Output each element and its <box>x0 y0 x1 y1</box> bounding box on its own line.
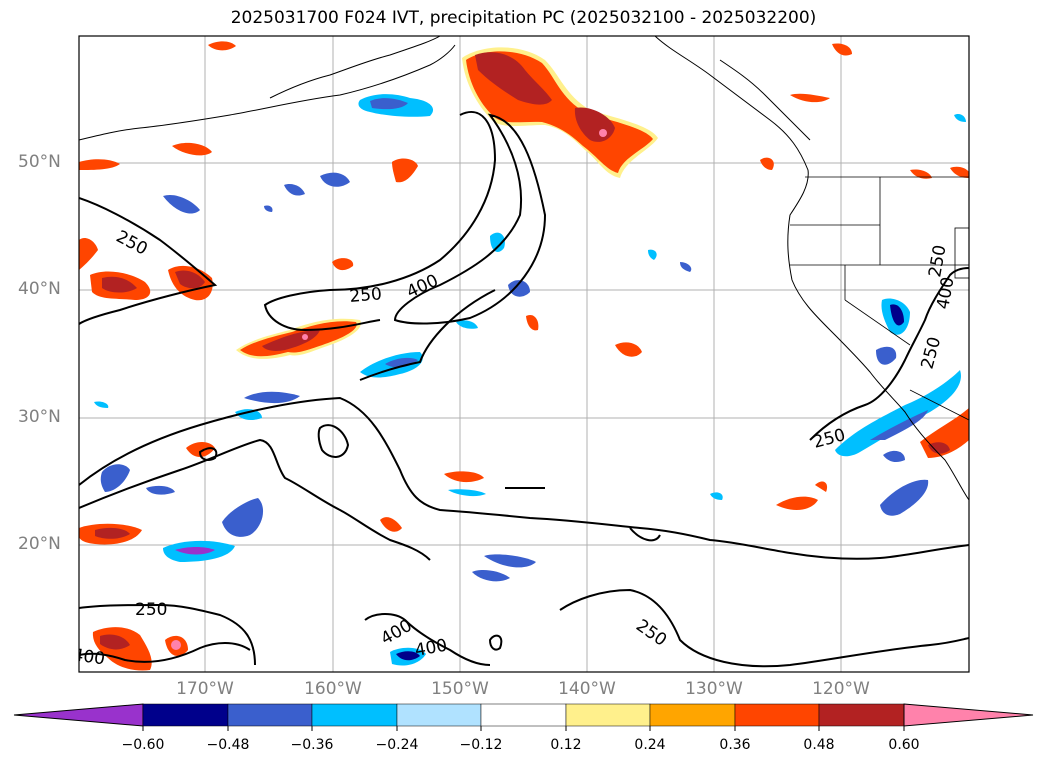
lon-label-170w: 170°W <box>176 679 234 699</box>
ivt-contours <box>79 111 969 668</box>
map-frame <box>78 35 970 673</box>
colorbar-segment <box>142 703 229 727</box>
coastlines <box>79 36 969 501</box>
colorbar-segment <box>480 703 567 727</box>
map-panel <box>79 36 969 672</box>
colorbar-tick-label: 0.36 <box>719 737 751 753</box>
colorbar-segment <box>818 703 905 727</box>
contour-label: 400 <box>71 645 106 669</box>
figure-title: 2025031700 F024 IVT, precipitation PC (2… <box>230 8 817 28</box>
contour-label: 250 <box>135 600 167 620</box>
positive-anomaly-patches <box>79 41 969 671</box>
contour-label: 250 <box>349 284 383 307</box>
lat-label-30n: 30°N <box>18 407 61 427</box>
lat-label-20n: 20°N <box>18 534 61 554</box>
lat-label-40n: 40°N <box>18 279 61 299</box>
colorbar-segment <box>396 703 482 727</box>
borders <box>790 176 969 421</box>
colorbar-segment <box>227 703 313 727</box>
colorbar-high-extension <box>903 703 1034 727</box>
colorbar-tick-label: −0.12 <box>459 737 503 753</box>
colorbar-segment <box>734 703 820 727</box>
colorbar-tick-label: −0.60 <box>121 737 165 753</box>
colorbar-segment <box>311 703 398 727</box>
colorbar-segment <box>565 703 651 727</box>
colorbar-low-extension <box>13 703 144 727</box>
colorbar <box>13 703 1034 731</box>
colorbar-tick-label: 0.48 <box>803 737 835 753</box>
colorbar-tick-label: 0.12 <box>550 737 582 753</box>
lon-label-130w: 130°W <box>685 679 743 699</box>
colorbar-tick-label: 0.60 <box>888 737 920 753</box>
lon-label-150w: 150°W <box>431 679 489 699</box>
colorbar-tick-label: −0.36 <box>290 737 334 753</box>
colorbar-tick-label: 0.24 <box>634 737 666 753</box>
colorbar-tick-label: −0.24 <box>375 737 419 753</box>
colorbar-segment <box>649 703 736 727</box>
negative-anomaly-patches <box>94 94 966 666</box>
colorbar-tick-label: −0.48 <box>206 737 250 753</box>
lon-label-120w: 120°W <box>812 679 870 699</box>
lat-label-50n: 50°N <box>18 152 61 172</box>
lon-label-160w: 160°W <box>304 679 362 699</box>
lon-label-140w: 140°W <box>558 679 616 699</box>
